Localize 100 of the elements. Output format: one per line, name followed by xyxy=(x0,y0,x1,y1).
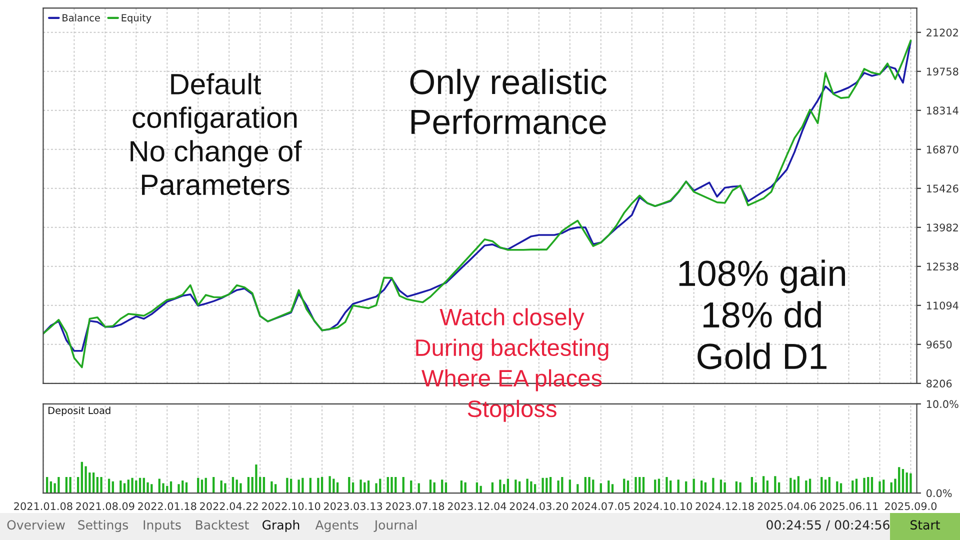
bar xyxy=(348,476,350,494)
bar xyxy=(898,467,900,494)
bar xyxy=(608,480,610,494)
x-tick-label: 2023.12.04 xyxy=(448,502,506,510)
bar xyxy=(402,476,404,494)
bar xyxy=(197,478,200,494)
bar xyxy=(182,480,184,494)
bar xyxy=(247,476,250,494)
bar xyxy=(69,476,72,494)
bar xyxy=(390,476,393,494)
bar xyxy=(824,480,827,494)
legend-label: Balance xyxy=(62,14,100,22)
bar xyxy=(910,473,912,494)
bar xyxy=(793,480,796,494)
bar xyxy=(805,480,808,494)
bar xyxy=(360,480,362,494)
bar xyxy=(700,480,703,494)
bar xyxy=(870,476,874,494)
bar xyxy=(302,478,304,494)
bar xyxy=(262,476,266,494)
bar xyxy=(320,476,324,494)
x-tick-label: 2021.08.09 xyxy=(76,502,134,510)
bar xyxy=(394,476,397,494)
bar xyxy=(162,483,164,494)
x-tick-label: 2022.01.18 xyxy=(138,502,196,510)
bar xyxy=(236,480,238,494)
bar xyxy=(375,483,378,494)
bar xyxy=(906,472,908,494)
bar xyxy=(666,476,668,494)
y-tick-label: 19758 xyxy=(926,68,958,76)
bar xyxy=(429,480,432,494)
x-tick-label: 2022.04.22 xyxy=(200,502,258,510)
bar xyxy=(232,476,234,494)
x-tick-label: 2024.10.10 xyxy=(634,502,692,510)
bar xyxy=(46,476,48,494)
bar xyxy=(514,480,517,494)
bar xyxy=(750,476,754,494)
bar xyxy=(670,480,672,494)
y-tick-label: 12538 xyxy=(926,262,958,270)
bar xyxy=(626,480,630,494)
bar xyxy=(526,478,528,494)
text: Backtest xyxy=(196,520,249,530)
bar xyxy=(588,476,590,494)
x-tick-label: 2025.04.06 xyxy=(758,502,816,510)
bar xyxy=(797,476,800,494)
text: Inputs xyxy=(144,520,181,532)
bar xyxy=(58,476,60,494)
bar xyxy=(654,480,656,494)
chart-title: Deposit Load xyxy=(48,406,110,416)
bar xyxy=(828,476,830,494)
bar xyxy=(135,480,138,494)
bar xyxy=(138,478,142,494)
bar xyxy=(634,476,637,494)
bar xyxy=(762,476,765,494)
bar xyxy=(460,480,463,494)
bar xyxy=(638,476,641,494)
bar xyxy=(642,476,645,494)
bar xyxy=(255,464,258,494)
bar xyxy=(367,480,370,494)
bar xyxy=(224,483,226,494)
y-tick-label: 11094 xyxy=(926,302,958,310)
bar xyxy=(317,478,320,494)
bar xyxy=(131,478,134,494)
bar xyxy=(790,478,792,494)
bar xyxy=(386,476,389,494)
x-tick-label: 2025.06.11 xyxy=(820,502,878,510)
x-tick-label: 2022.10.10 xyxy=(262,502,320,510)
bar xyxy=(410,480,412,494)
text: Graph xyxy=(262,520,300,532)
bar xyxy=(557,480,560,494)
bar xyxy=(867,476,870,494)
bar xyxy=(774,476,776,494)
bar xyxy=(92,472,95,494)
x-tick-label: 2024.03.20 xyxy=(510,502,568,510)
text: Agents xyxy=(315,520,358,532)
y-tick-label: 21202 xyxy=(926,28,958,36)
bar xyxy=(441,480,444,494)
y-tick-label: 18314 xyxy=(926,106,958,114)
bar xyxy=(677,480,680,494)
legend-label: Equity xyxy=(122,14,152,24)
bar xyxy=(882,480,885,494)
bar xyxy=(766,480,768,494)
bar xyxy=(328,476,331,494)
bar xyxy=(100,476,102,494)
bar xyxy=(902,468,904,494)
bar xyxy=(592,480,594,494)
y-tick-label: 8206 xyxy=(926,380,952,388)
x-tick-label: 2023.03.13 xyxy=(324,502,382,510)
text: Journal xyxy=(374,520,416,532)
bar xyxy=(212,476,215,494)
bar xyxy=(286,478,288,494)
y-tick-label: 9650 xyxy=(926,340,952,348)
y-tick-label: 13982 xyxy=(926,224,958,232)
bar xyxy=(720,480,722,494)
bar xyxy=(120,480,122,494)
bar xyxy=(878,481,881,494)
bar xyxy=(146,482,149,494)
y-tick-label: 0.0% xyxy=(926,489,952,498)
x-tick-label: 2023.07.18 xyxy=(386,502,444,510)
bar xyxy=(240,483,242,494)
